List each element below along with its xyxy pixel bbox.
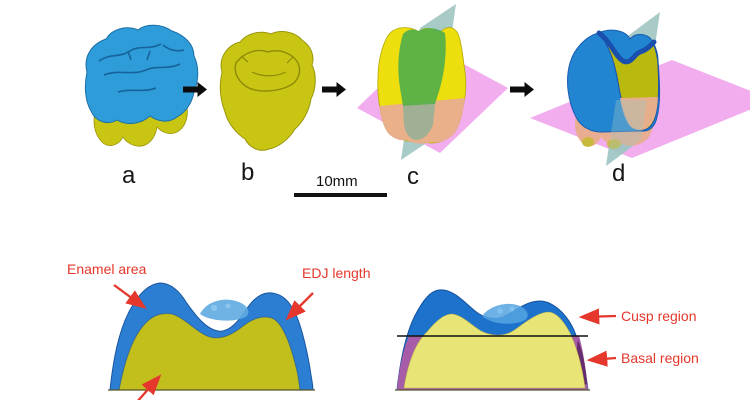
basal-region-label: Basal region (621, 350, 699, 366)
edj-length-arrow (285, 292, 314, 321)
section-left-occlusal-basin (200, 299, 249, 321)
tooth-d-root-tip (607, 139, 621, 149)
basin-speckle (509, 306, 515, 312)
tooth-a-enamel-crown (84, 24, 199, 124)
plane-tooth-overlap-green (398, 28, 446, 106)
arrow-b-to-c (322, 82, 346, 97)
panel-label-b: b (241, 159, 255, 186)
dentine-area-arrow (137, 374, 162, 400)
basin-speckle (497, 308, 503, 314)
enamel-area-label: Enamel area (67, 261, 147, 277)
basal-region-arrow (586, 350, 617, 367)
panel-a-model (84, 24, 199, 147)
tooth-d-enamel-band (596, 30, 657, 65)
cusp-region-arrow (578, 308, 617, 325)
panel-label-d: d (612, 160, 626, 187)
plane-tooth-overlap-lower (403, 104, 435, 140)
workflow-arrows (183, 82, 534, 97)
enamel-area-arrow (113, 284, 147, 310)
panel-c-model (357, 4, 508, 160)
section-left-dentine (118, 313, 301, 391)
cusp-region-label: Cusp region (621, 308, 697, 324)
vertical-plane-d-front (606, 100, 647, 166)
basin-speckle (225, 303, 231, 309)
tooth-a-fissures (98, 43, 185, 93)
panel-label-c: c (407, 163, 419, 190)
tooth-d-root-tip (582, 137, 594, 147)
arrow-a-to-b (183, 82, 207, 97)
panel-d-model (530, 12, 750, 166)
tooth-d-cut-face-lower (620, 97, 658, 131)
section-right-dentine (403, 311, 586, 389)
panel-label-a: a (122, 162, 136, 189)
cross-section-regions (395, 289, 590, 391)
annotation-arrows (113, 284, 617, 400)
panel-b-model (219, 31, 316, 151)
cross-section-measurement (108, 282, 315, 391)
section-right-occlusal-basin (482, 303, 528, 324)
scale-bar (294, 193, 387, 197)
basin-speckle (211, 305, 217, 311)
arrow-c-to-d (510, 82, 534, 97)
tooth-b-occlusal-rim (234, 49, 301, 92)
scale-bar-label: 10mm (316, 173, 358, 190)
edj-length-label: EDJ length (302, 265, 371, 281)
